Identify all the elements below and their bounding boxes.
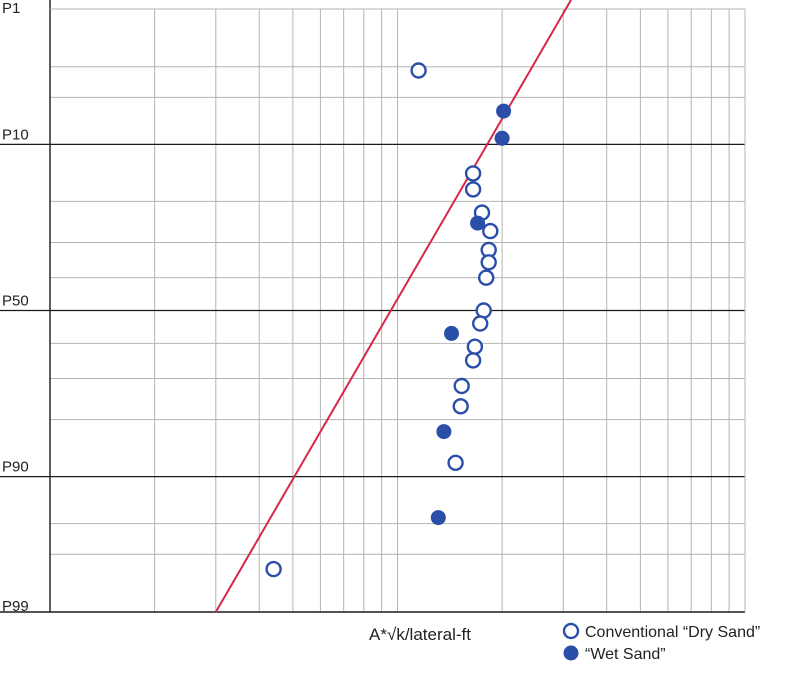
wet-sand-point xyxy=(436,424,452,440)
legend-label-wet-sand: “Wet Sand” xyxy=(585,646,666,663)
y-tick-label: P99 xyxy=(2,598,29,615)
dry-sand-point xyxy=(452,398,469,415)
dry-sand-point xyxy=(265,560,282,578)
legend: Conventional “Dry Sand” “Wet Sand” xyxy=(562,622,760,663)
wet-sand-point xyxy=(496,103,512,119)
y-tick-label: P50 xyxy=(2,293,29,310)
y-tick-label: P90 xyxy=(2,459,29,476)
y-tick-label: P1 xyxy=(2,0,20,17)
wet-sand-point xyxy=(430,510,446,526)
dry-sand-point xyxy=(482,222,499,240)
y-tick-label: P10 xyxy=(2,126,29,143)
dry-sand-point xyxy=(480,254,497,271)
legend-label-dry-sand: Conventional “Dry Sand” xyxy=(585,624,760,641)
major-gridlines xyxy=(0,143,745,478)
wet-sand-point xyxy=(470,215,486,231)
wet-sand-point xyxy=(444,325,459,341)
dry-sand-point xyxy=(466,338,484,355)
y-tick-labels: P1 P10 P50 P90 P99 xyxy=(2,0,29,615)
dry-sand-point xyxy=(447,454,464,471)
legend-marker-wet-sand xyxy=(563,645,579,661)
fit-line xyxy=(214,0,572,613)
legend-marker-dry-sand xyxy=(562,622,580,640)
dry-sand-point xyxy=(464,352,482,369)
dry-sand-point xyxy=(464,181,482,198)
dry-sand-point xyxy=(464,165,482,182)
x-axis-label: A*√k/lateral-ft xyxy=(369,625,471,644)
data-points-layer xyxy=(265,62,512,578)
wet-sand-point xyxy=(494,130,510,146)
plot-frame xyxy=(0,0,746,613)
dry-sand-point xyxy=(478,269,495,286)
dry-sand-point xyxy=(410,62,427,79)
fit-line-layer xyxy=(214,0,572,613)
dry-sand-point xyxy=(453,377,470,395)
dry-sand-point xyxy=(472,315,489,332)
dry-sand-point xyxy=(475,302,492,319)
